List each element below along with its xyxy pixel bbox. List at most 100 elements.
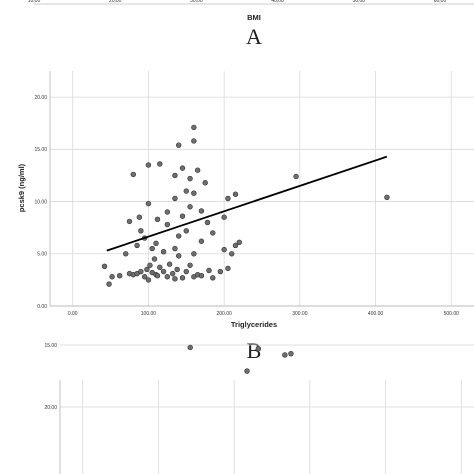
panel-b-data-point [198, 238, 205, 244]
panel-b-data-point [174, 266, 180, 273]
panel-b-data-point [232, 242, 239, 249]
panel-b-data-point [106, 281, 112, 287]
panel-b-gridlines [50, 71, 474, 307]
panel-b-data-point [225, 195, 231, 202]
panel-c-data-point [187, 344, 193, 351]
panel-c-chart: 15.00 20.00 [44, 343, 474, 474]
panel-c-y-tick-label: 15.00 [44, 343, 57, 349]
panel-b-data-point [217, 268, 224, 275]
panel-b-y-tick-label: 10.00 [34, 199, 47, 205]
panel-b-data-point [130, 171, 136, 178]
panel-b-data-point [384, 194, 390, 201]
panel-b-data-point [147, 262, 153, 268]
panel-b-data-point [154, 216, 161, 223]
panel-b-y-axis-label: pcsk9 (ng/ml) [17, 163, 26, 212]
panel-b-data-point [172, 245, 178, 252]
panel-b-data-point [204, 219, 211, 226]
panel-b-data-point [123, 251, 129, 257]
panel-b-data-point [198, 273, 205, 279]
panel-b-data-point [221, 214, 227, 220]
panel-b-data-point [236, 239, 242, 245]
panel-b-data-point [172, 276, 178, 282]
panel-b-data-point [221, 246, 227, 253]
panel-b-data-point [160, 248, 167, 255]
panel-b-y-tick-label: 20.00 [34, 95, 47, 101]
panel-b-data-point [109, 274, 115, 280]
panel-a-gridlines [33, 0, 441, 4]
panel-b-data-point [229, 251, 235, 257]
panel-b-x-tick-label: 400.00 [368, 311, 384, 317]
panel-b-data-point [187, 262, 193, 268]
panel-b-data-point [179, 275, 186, 281]
panel-b-data-point [187, 175, 193, 182]
panel-a-x-tick-label: 20.00 [109, 0, 122, 4]
panel-b-data-point [164, 209, 171, 215]
panel-b-data-point [172, 195, 178, 202]
panel-b-x-tick-label: 200.00 [216, 311, 232, 317]
panel-b-data-point [141, 274, 148, 280]
panel-b-data-point [157, 161, 163, 167]
panel-a-x-tick-label: 60.00 [434, 0, 447, 4]
panel-b-data-point [145, 162, 152, 168]
panel-b-data-point [136, 214, 143, 220]
panel-b-data-point [210, 275, 216, 281]
panel-b-x-tick-label: 100.00 [141, 311, 157, 317]
panel-b-y-tick-label: 5.00 [37, 252, 47, 258]
panel-b-data-point [153, 240, 159, 247]
panel-b-data-point [151, 256, 158, 262]
panel-b-x-tick-label: 300.00 [292, 311, 308, 317]
panel-a-x-tick-label: 50.00 [353, 0, 366, 4]
panel-c-gridlines [60, 344, 474, 474]
panel-b-data-point [176, 142, 182, 148]
panel-a-x-axis-label: BMI [247, 13, 261, 22]
panel-label-a: A [246, 24, 262, 49]
panel-c-data-point [288, 350, 294, 357]
panel-b-data-point [187, 204, 193, 210]
panel-label-b: B [247, 338, 262, 363]
panel-b-data-point [206, 267, 212, 274]
panel-b-axes [49, 71, 474, 307]
panel-b-data-point [138, 228, 144, 234]
panel-b-data-point [183, 228, 189, 234]
panel-b-data-point [169, 270, 176, 277]
panel-c-data-point [282, 352, 288, 358]
panel-b-y-tick-label: 0.00 [37, 304, 47, 310]
panel-c-y-tick-label: 20.00 [44, 405, 57, 411]
panel-b-points [101, 124, 390, 287]
panel-b-data-point [191, 124, 197, 131]
panel-b-data-point [134, 242, 140, 249]
panel-b-data-point [198, 208, 205, 214]
panel-b-data-point [164, 274, 171, 280]
panel-b-x-tick-labels: 0.00 100.00 200.00 300.00 400.00 500.00 [68, 311, 459, 317]
panel-b-data-point [172, 172, 178, 179]
panel-b-x-tick-label: 500.00 [444, 311, 460, 317]
panel-c-points [187, 344, 294, 374]
panel-b-data-point [183, 268, 189, 275]
panel-b-data-point [149, 245, 155, 252]
panel-a-x-tick-labels: 10.00 20.00 30.00 40.00 50.00 60.00 [28, 0, 447, 4]
panel-b-data-point [166, 261, 173, 267]
panel-b-data-point [144, 266, 150, 273]
panel-b-data-point [179, 213, 186, 219]
panel-b-data-point [101, 263, 108, 270]
panel-b-data-point [194, 167, 201, 173]
panel-b-data-point [157, 264, 163, 271]
panel-b-chart: 0.00 5.00 10.00 15.00 20.00 0.00 100.00 200.00… [17, 71, 474, 329]
panel-b-y-tick-labels: 0.00 5.00 10.00 15.00 20.00 [34, 95, 47, 310]
panel-b-data-point [225, 265, 231, 272]
panel-c-data-point [255, 346, 262, 352]
panel-b-data-point [191, 251, 197, 257]
panel-b-data-point [191, 190, 197, 196]
panel-b-data-point [160, 268, 167, 275]
panel-b-data-point [176, 233, 182, 239]
panel-b-data-point [126, 218, 133, 225]
panel-b-data-point [145, 277, 152, 283]
panel-b-data-point [191, 138, 197, 144]
panel-b-data-point [179, 165, 186, 171]
panel-b-data-point [176, 253, 182, 259]
panel-c-data-point [244, 368, 250, 374]
panel-a-x-tick-label: 40.00 [271, 0, 284, 4]
panel-b-y-tick-label: 15.00 [34, 147, 47, 153]
panel-b-data-point [210, 230, 216, 236]
